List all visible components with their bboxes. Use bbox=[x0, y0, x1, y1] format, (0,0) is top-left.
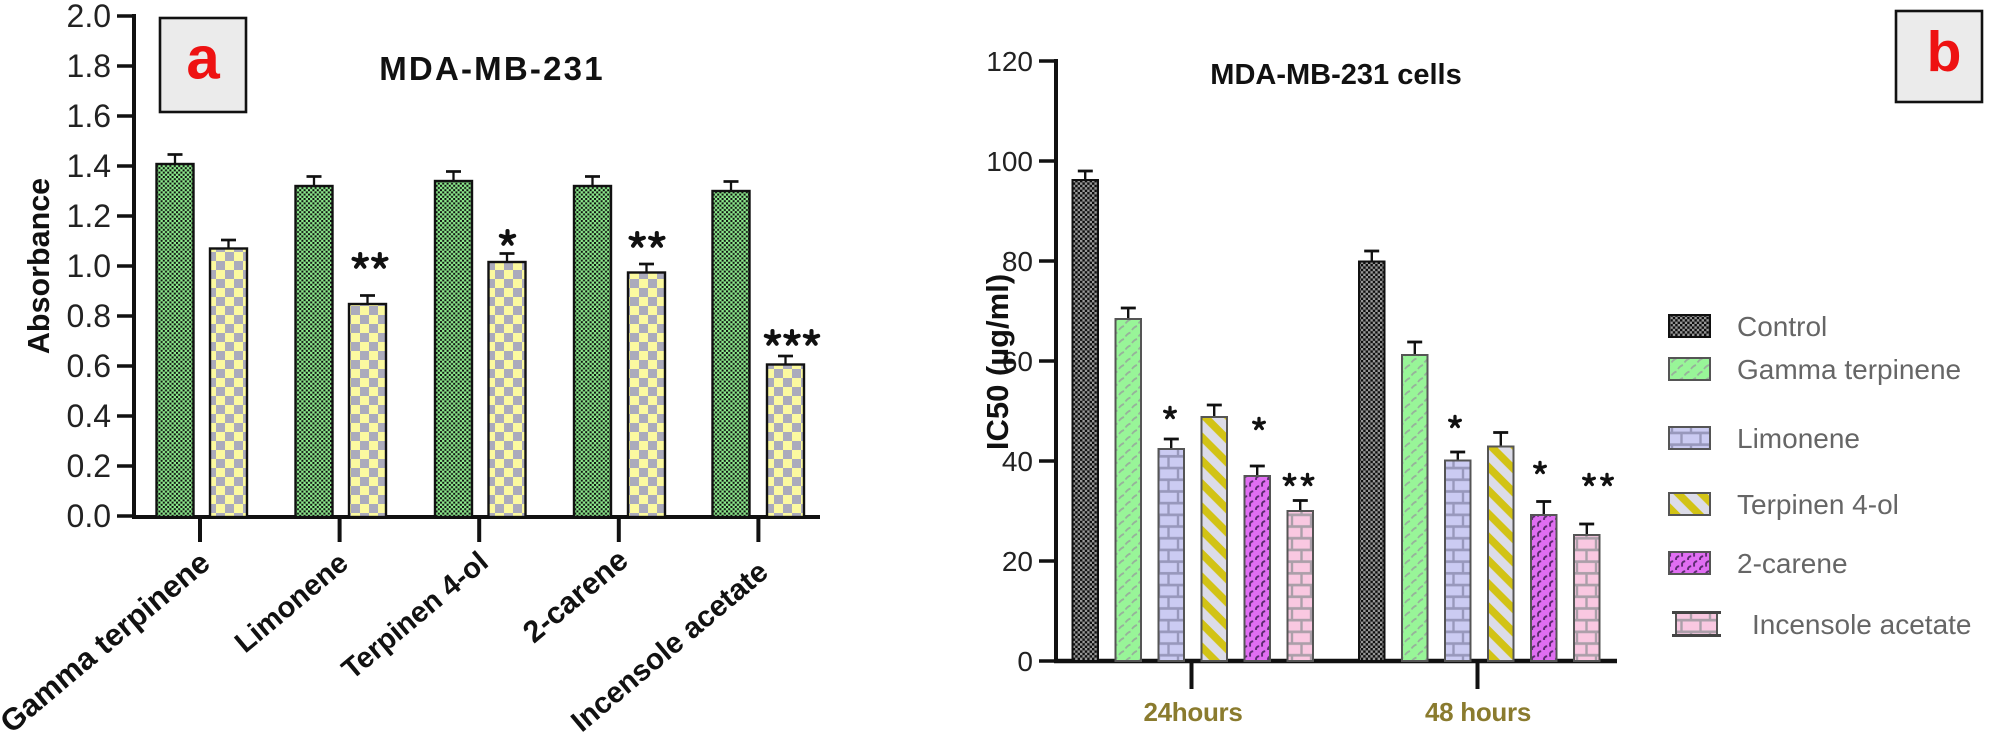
svg-text:Limonene: Limonene bbox=[1737, 423, 1860, 454]
svg-text:24hours: 24hours bbox=[1143, 697, 1242, 727]
svg-text:MDA-MB-231: MDA-MB-231 bbox=[379, 50, 605, 87]
svg-text:Terpinen 4-ol: Terpinen 4-ol bbox=[1737, 489, 1899, 520]
svg-text:120: 120 bbox=[986, 46, 1033, 77]
svg-text:1.0: 1.0 bbox=[67, 248, 111, 284]
svg-text:1.4: 1.4 bbox=[67, 148, 111, 184]
svg-text:0.6: 0.6 bbox=[67, 348, 111, 384]
svg-text:1.2: 1.2 bbox=[67, 198, 111, 234]
svg-text:2-carene: 2-carene bbox=[1737, 548, 1848, 579]
svg-text:1.8: 1.8 bbox=[67, 48, 111, 84]
svg-text:48 hours: 48 hours bbox=[1425, 697, 1531, 727]
svg-text:IC50 (µg/ml): IC50 (µg/ml) bbox=[980, 274, 1015, 450]
svg-text:100: 100 bbox=[986, 146, 1033, 177]
svg-text:0.8: 0.8 bbox=[67, 298, 111, 334]
svg-text:0: 0 bbox=[1017, 646, 1033, 677]
svg-text:Incensole acetate: Incensole acetate bbox=[1752, 609, 1972, 640]
svg-text:Absorbance: Absorbance bbox=[22, 178, 56, 354]
svg-text:0.2: 0.2 bbox=[67, 448, 111, 484]
svg-text:80: 80 bbox=[1002, 246, 1033, 277]
svg-text:0.4: 0.4 bbox=[67, 398, 111, 434]
svg-text:MDA-MB-231 cells: MDA-MB-231 cells bbox=[1210, 59, 1461, 91]
svg-text:Control: Control bbox=[1737, 311, 1827, 342]
svg-text:20: 20 bbox=[1002, 546, 1033, 577]
svg-text:b: b bbox=[1927, 20, 1962, 84]
svg-text:a: a bbox=[186, 25, 220, 92]
svg-text:0.0: 0.0 bbox=[67, 498, 111, 534]
svg-text:Gamma terpinene: Gamma terpinene bbox=[1737, 354, 1961, 385]
svg-text:1.6: 1.6 bbox=[67, 98, 111, 134]
svg-text:40: 40 bbox=[1002, 446, 1033, 477]
svg-text:2.0: 2.0 bbox=[67, 0, 111, 34]
svg-text:60: 60 bbox=[1002, 346, 1033, 377]
